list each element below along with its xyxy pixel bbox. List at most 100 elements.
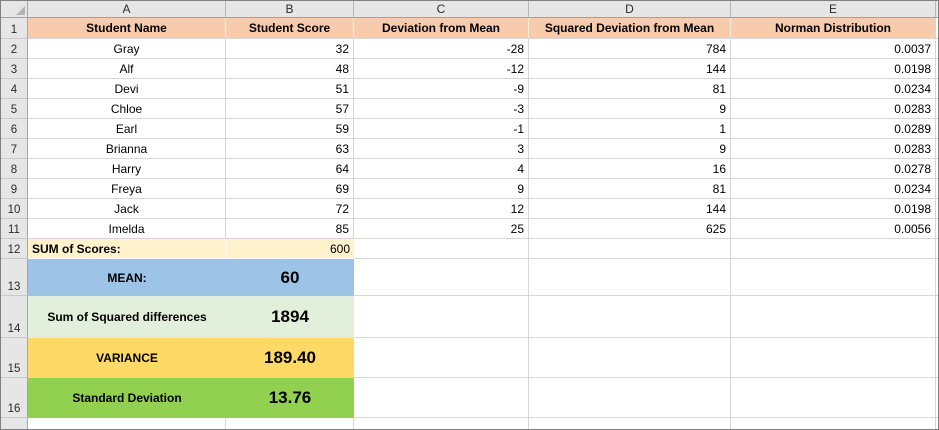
cell-normal-distribution[interactable]: 0.0198 bbox=[731, 59, 936, 79]
empty-cell[interactable] bbox=[354, 239, 529, 259]
cell-squared-deviation[interactable]: 81 bbox=[529, 179, 731, 199]
cell-squared-deviation[interactable]: 16 bbox=[529, 159, 731, 179]
cell-deviation[interactable]: 25 bbox=[354, 219, 529, 239]
select-all-corner[interactable] bbox=[1, 1, 28, 18]
empty-cell[interactable] bbox=[731, 259, 936, 296]
cell-normal-distribution[interactable]: 0.0037 bbox=[731, 39, 936, 59]
empty-cell[interactable] bbox=[28, 418, 226, 429]
row-header-8[interactable]: 8 bbox=[1, 159, 28, 179]
cell-student-name[interactable]: Freya bbox=[28, 179, 226, 199]
cell-normal-distribution[interactable]: 0.0198 bbox=[731, 199, 936, 219]
cell-normal-distribution[interactable]: 0.0283 bbox=[731, 139, 936, 159]
cell-student-name[interactable]: Imelda bbox=[28, 219, 226, 239]
row-header-13[interactable]: 13 bbox=[1, 259, 28, 296]
row-header-7[interactable]: 7 bbox=[1, 139, 28, 159]
empty-cell[interactable] bbox=[529, 378, 731, 418]
empty-cell[interactable] bbox=[354, 418, 529, 429]
cell-student-score[interactable]: 72 bbox=[226, 199, 354, 219]
empty-cell[interactable] bbox=[354, 296, 529, 338]
header-norman-distribution[interactable]: Norman Distribution bbox=[731, 18, 936, 39]
cell-student-name[interactable]: Alf bbox=[28, 59, 226, 79]
cell-deviation[interactable]: 12 bbox=[354, 199, 529, 219]
column-header-b[interactable]: B bbox=[226, 1, 354, 18]
variance-merged-cell[interactable]: VARIANCE 189.40 bbox=[28, 338, 354, 378]
cell-student-score[interactable]: 63 bbox=[226, 139, 354, 159]
column-header-a[interactable]: A bbox=[28, 1, 226, 18]
cell-normal-distribution[interactable]: 0.0056 bbox=[731, 219, 936, 239]
empty-cell[interactable] bbox=[731, 296, 936, 338]
row-header-15[interactable]: 15 bbox=[1, 338, 28, 378]
row-header-6[interactable]: 6 bbox=[1, 119, 28, 139]
cell-student-name[interactable]: Devi bbox=[28, 79, 226, 99]
cell-student-name[interactable]: Jack bbox=[28, 199, 226, 219]
cell-squared-deviation[interactable]: 1 bbox=[529, 119, 731, 139]
row-header-16[interactable]: 16 bbox=[1, 378, 28, 418]
cell-normal-distribution[interactable]: 0.0234 bbox=[731, 179, 936, 199]
cell-student-name[interactable]: Gray bbox=[28, 39, 226, 59]
cell-squared-deviation[interactable]: 81 bbox=[529, 79, 731, 99]
cell-normal-distribution[interactable]: 0.0234 bbox=[731, 79, 936, 99]
cell-normal-distribution[interactable]: 0.0289 bbox=[731, 119, 936, 139]
cell-student-name[interactable]: Chloe bbox=[28, 99, 226, 119]
cell-student-name[interactable]: Earl bbox=[28, 119, 226, 139]
row-header-2[interactable]: 2 bbox=[1, 39, 28, 59]
row-header-1[interactable]: 1 bbox=[1, 18, 28, 39]
empty-cell[interactable] bbox=[226, 418, 354, 429]
header-squared-deviation[interactable]: Squared Deviation from Mean bbox=[529, 18, 731, 39]
cell-squared-deviation[interactable]: 144 bbox=[529, 199, 731, 219]
row-header-14[interactable]: 14 bbox=[1, 296, 28, 338]
empty-cell[interactable] bbox=[529, 239, 731, 259]
header-student-score[interactable]: Student Score bbox=[226, 18, 354, 39]
empty-cell[interactable] bbox=[529, 259, 731, 296]
empty-cell[interactable] bbox=[731, 338, 936, 378]
cell-deviation[interactable]: -28 bbox=[354, 39, 529, 59]
cell-squared-deviation[interactable]: 625 bbox=[529, 219, 731, 239]
header-student-name[interactable]: Student Name bbox=[28, 18, 226, 39]
cell-student-score[interactable]: 69 bbox=[226, 179, 354, 199]
empty-cell[interactable] bbox=[354, 338, 529, 378]
cell-student-score[interactable]: 59 bbox=[226, 119, 354, 139]
row-header-11[interactable]: 11 bbox=[1, 219, 28, 239]
cell-student-name[interactable]: Harry bbox=[28, 159, 226, 179]
cell-student-score[interactable]: 51 bbox=[226, 79, 354, 99]
empty-cell[interactable] bbox=[731, 418, 936, 429]
empty-cell[interactable] bbox=[529, 338, 731, 378]
column-header-c[interactable]: C bbox=[354, 1, 529, 18]
cell-student-score[interactable]: 85 bbox=[226, 219, 354, 239]
empty-cell[interactable] bbox=[731, 378, 936, 418]
row-header-10[interactable]: 10 bbox=[1, 199, 28, 219]
column-header-d[interactable]: D bbox=[529, 1, 731, 18]
stdev-merged-cell[interactable]: Standard Deviation 13.76 bbox=[28, 378, 354, 418]
empty-cell[interactable] bbox=[731, 239, 936, 259]
empty-cell[interactable] bbox=[529, 296, 731, 338]
cell-normal-distribution[interactable]: 0.0283 bbox=[731, 99, 936, 119]
sum-merged-cell[interactable]: SUM of Scores: 600 bbox=[28, 239, 354, 259]
header-deviation[interactable]: Deviation from Mean bbox=[354, 18, 529, 39]
cell-deviation[interactable]: -9 bbox=[354, 79, 529, 99]
cell-student-score[interactable]: 57 bbox=[226, 99, 354, 119]
cell-squared-deviation[interactable]: 144 bbox=[529, 59, 731, 79]
cell-deviation[interactable]: -1 bbox=[354, 119, 529, 139]
cell-student-score[interactable]: 64 bbox=[226, 159, 354, 179]
cell-student-score[interactable]: 48 bbox=[226, 59, 354, 79]
empty-cell[interactable] bbox=[354, 259, 529, 296]
cell-deviation[interactable]: 9 bbox=[354, 179, 529, 199]
cell-deviation[interactable]: 3 bbox=[354, 139, 529, 159]
column-header-e[interactable]: E bbox=[731, 1, 936, 18]
squared-diff-merged-cell[interactable]: Sum of Squared differences 1894 bbox=[28, 296, 354, 338]
row-header-9[interactable]: 9 bbox=[1, 179, 28, 199]
row-header-4[interactable]: 4 bbox=[1, 79, 28, 99]
cell-deviation[interactable]: 4 bbox=[354, 159, 529, 179]
cell-squared-deviation[interactable]: 9 bbox=[529, 139, 731, 159]
cell-deviation[interactable]: -12 bbox=[354, 59, 529, 79]
row-header-12[interactable]: 12 bbox=[1, 239, 28, 259]
empty-cell[interactable] bbox=[354, 378, 529, 418]
cell-student-name[interactable]: Brianna bbox=[28, 139, 226, 159]
empty-cell[interactable] bbox=[529, 418, 731, 429]
cell-squared-deviation[interactable]: 784 bbox=[529, 39, 731, 59]
mean-merged-cell[interactable]: MEAN: 60 bbox=[28, 259, 354, 296]
cell-squared-deviation[interactable]: 9 bbox=[529, 99, 731, 119]
row-header-3[interactable]: 3 bbox=[1, 59, 28, 79]
cell-normal-distribution[interactable]: 0.0278 bbox=[731, 159, 936, 179]
row-header-17[interactable] bbox=[1, 418, 28, 429]
